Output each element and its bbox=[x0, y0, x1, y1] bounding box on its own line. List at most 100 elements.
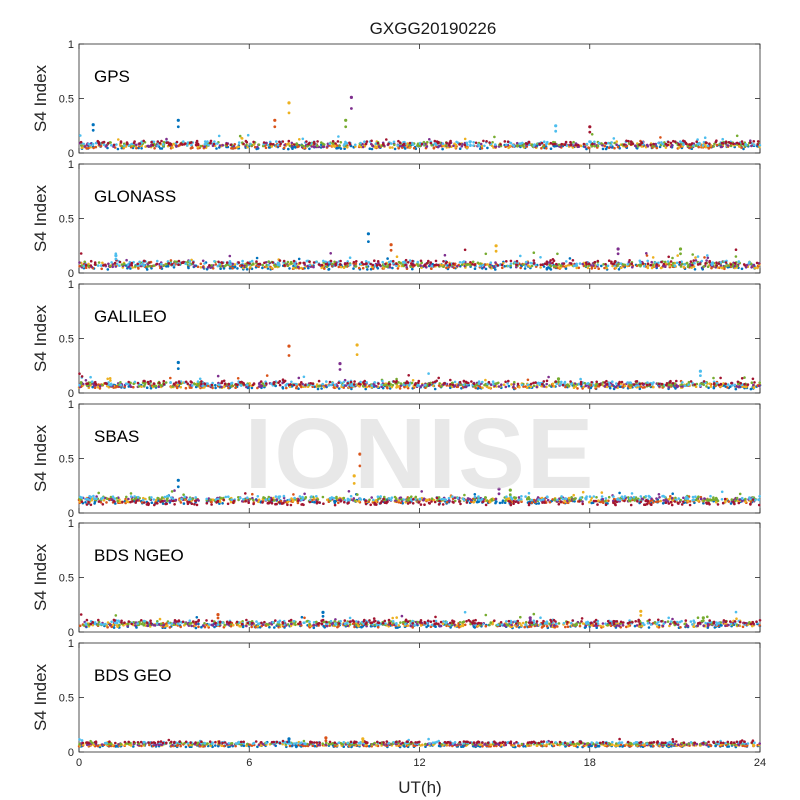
s4-point bbox=[420, 266, 423, 269]
s4-point bbox=[341, 384, 345, 387]
s4-point bbox=[543, 385, 546, 388]
s4-point bbox=[259, 380, 263, 383]
s4-point bbox=[175, 144, 178, 147]
s4-point bbox=[212, 142, 216, 146]
s4-point bbox=[484, 378, 487, 382]
s4-point bbox=[258, 262, 262, 266]
s4-point bbox=[129, 492, 133, 495]
s4-point bbox=[82, 264, 86, 268]
s4-point bbox=[670, 503, 674, 507]
s4-point bbox=[581, 262, 584, 266]
s4-spike-point bbox=[344, 125, 348, 129]
s4-point bbox=[165, 495, 169, 498]
s4-point bbox=[623, 495, 627, 498]
s4-point bbox=[160, 139, 163, 143]
s4-point bbox=[160, 384, 164, 387]
s4-point bbox=[364, 387, 368, 391]
s4-point bbox=[672, 139, 675, 143]
y-axis-label: S4 Index bbox=[31, 304, 50, 372]
s4-point bbox=[320, 263, 324, 267]
s4-point bbox=[749, 141, 752, 144]
s4-point bbox=[677, 143, 681, 146]
s4-point bbox=[640, 145, 644, 148]
s4-point bbox=[401, 260, 405, 264]
s4-point bbox=[101, 261, 104, 265]
s4-point bbox=[238, 134, 242, 138]
s4-point bbox=[393, 147, 397, 151]
s4-point bbox=[652, 501, 655, 504]
s4-point bbox=[118, 264, 121, 268]
s4-point bbox=[364, 142, 368, 146]
s4-point bbox=[104, 263, 107, 267]
s4-point bbox=[726, 144, 730, 147]
s4-point bbox=[250, 386, 254, 390]
s4-spike-point bbox=[273, 125, 277, 129]
s4-point bbox=[597, 499, 600, 502]
s4-point bbox=[218, 144, 222, 147]
s4-point bbox=[650, 503, 653, 507]
s4-point bbox=[134, 501, 137, 504]
s4-point bbox=[344, 265, 348, 268]
s4-point bbox=[231, 266, 234, 270]
s4-point bbox=[272, 381, 276, 384]
s4-point bbox=[441, 147, 444, 151]
s4-point bbox=[147, 145, 151, 148]
s4-point bbox=[756, 143, 759, 146]
s4-point bbox=[600, 142, 603, 145]
s4-point bbox=[667, 140, 670, 144]
s4-point bbox=[618, 498, 622, 502]
s4-point bbox=[271, 261, 275, 264]
s4-point bbox=[458, 380, 462, 384]
s4-point bbox=[348, 256, 352, 260]
s4-point bbox=[92, 494, 95, 498]
chart-title: GXGG20190226 bbox=[370, 19, 497, 38]
s4-point bbox=[194, 499, 197, 503]
s4-point bbox=[112, 143, 116, 147]
s4-point bbox=[682, 143, 685, 146]
s4-point bbox=[610, 141, 613, 144]
s4-point bbox=[304, 383, 307, 387]
s4-point bbox=[324, 384, 328, 388]
s4-point bbox=[97, 491, 100, 495]
s4-point bbox=[297, 376, 301, 380]
s4-point bbox=[598, 383, 602, 387]
s4-point bbox=[230, 147, 233, 150]
s4-point bbox=[753, 381, 756, 384]
s4-point bbox=[595, 380, 598, 384]
s4-point bbox=[442, 260, 445, 263]
s4-point bbox=[461, 142, 464, 146]
s4-point bbox=[607, 495, 611, 499]
s4-point bbox=[702, 380, 706, 383]
s4-point bbox=[113, 261, 117, 265]
s4-point bbox=[417, 381, 420, 385]
s4-point bbox=[696, 263, 700, 266]
s4-point bbox=[393, 143, 396, 147]
s4-point bbox=[145, 268, 149, 271]
s4-point bbox=[116, 147, 120, 151]
s4-point bbox=[545, 142, 548, 145]
s4-point bbox=[342, 386, 346, 389]
s4-point bbox=[410, 381, 414, 385]
s4-point bbox=[538, 142, 541, 146]
s4-point bbox=[436, 145, 440, 149]
s4-point bbox=[509, 262, 513, 266]
s4-point bbox=[79, 252, 83, 255]
s4-point bbox=[741, 142, 745, 146]
s4-point bbox=[177, 263, 180, 267]
s4-point bbox=[500, 263, 504, 267]
s4-point bbox=[312, 261, 316, 264]
s4-point bbox=[120, 263, 124, 266]
s4-point bbox=[733, 262, 737, 265]
s4-point bbox=[445, 260, 449, 264]
s4-point bbox=[314, 145, 317, 149]
s4-point bbox=[326, 145, 329, 148]
s4-point bbox=[539, 266, 542, 269]
s4-point bbox=[189, 380, 193, 383]
s4-point bbox=[603, 381, 606, 384]
s4-point bbox=[596, 259, 600, 263]
s4-point bbox=[109, 382, 113, 386]
s4-point bbox=[709, 385, 713, 388]
s4-point bbox=[158, 141, 162, 145]
s4-point bbox=[572, 140, 575, 144]
